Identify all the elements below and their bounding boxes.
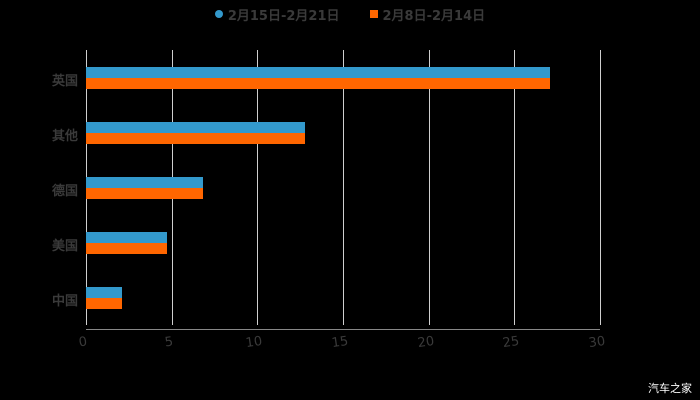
chart-legend: 2月15日-2月21日 2月8日-2月14日	[0, 4, 700, 24]
legend-swatch-icon	[369, 10, 378, 18]
y-category-label: 德国	[51, 184, 78, 199]
gridline	[429, 50, 430, 325]
gridline	[343, 50, 344, 325]
legend-item[interactable]: 2月8日-2月14日	[369, 4, 486, 24]
bar[interactable]	[86, 298, 122, 309]
bar[interactable]	[86, 122, 305, 133]
x-tick-label: 15	[330, 333, 350, 352]
bar[interactable]	[86, 78, 550, 89]
bar[interactable]	[86, 243, 167, 254]
x-tick-label: 5	[163, 334, 174, 351]
x-tick-label: 30	[587, 333, 607, 352]
bar[interactable]	[86, 287, 122, 298]
y-category-label: 其他	[51, 129, 78, 144]
legend-item[interactable]: 2月15日-2月21日	[214, 4, 340, 24]
y-category-label: 美国	[51, 239, 78, 254]
legend-label: 2月15日-2月21日	[227, 8, 340, 24]
gridline	[257, 50, 258, 325]
bar[interactable]	[86, 188, 203, 199]
gridline	[514, 50, 515, 325]
x-axis-line	[86, 329, 600, 330]
x-tick-label: 20	[416, 333, 435, 352]
x-tick-label: 25	[502, 333, 521, 352]
gridline	[600, 50, 601, 325]
y-category-label: 英国	[51, 74, 78, 89]
bar[interactable]	[86, 232, 167, 243]
legend-swatch-icon	[214, 10, 223, 18]
legend-label: 2月8日-2月14日	[382, 8, 486, 24]
bar[interactable]	[86, 133, 305, 144]
bar[interactable]	[86, 177, 203, 188]
bar[interactable]	[86, 67, 550, 78]
watermark: 汽车之家	[648, 382, 692, 395]
x-tick-label: 10	[245, 333, 264, 352]
y-category-label: 中国	[51, 294, 78, 309]
x-tick-label: 0	[77, 334, 89, 351]
